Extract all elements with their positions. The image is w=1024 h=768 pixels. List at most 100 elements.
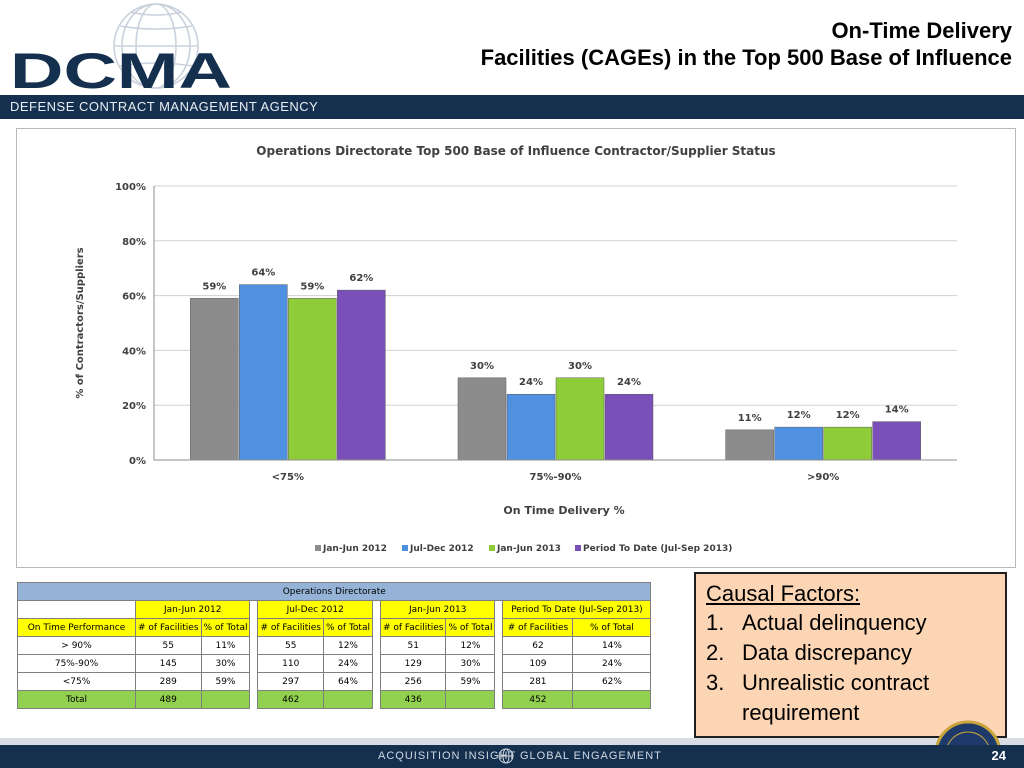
cell — [572, 690, 652, 709]
cell: 51 — [379, 636, 447, 655]
col-pct: % of Total — [572, 618, 652, 637]
causal-list: 1. Actual delinquency 2. Data discrepanc… — [706, 608, 995, 728]
cell: 489 — [135, 690, 202, 709]
y-tick-label: 20% — [122, 401, 146, 412]
legend-label: Period To Date (Jul-Sep 2013) — [583, 544, 732, 554]
cell: 436 — [379, 690, 447, 709]
data-label: 30% — [568, 361, 592, 372]
legend-swatch — [315, 545, 321, 551]
row-label: Total — [17, 690, 136, 709]
cell: 289 — [135, 672, 202, 691]
x-tick-label: <75% — [272, 472, 304, 483]
legend-swatch — [402, 545, 408, 551]
cell: 145 — [135, 654, 202, 673]
gap-cell — [249, 654, 259, 673]
data-label: 14% — [885, 405, 909, 416]
cell: 64% — [323, 672, 373, 691]
gap-cell — [371, 690, 381, 709]
list-text: Actual delinquency — [742, 610, 927, 635]
chart-bar — [604, 393, 654, 461]
data-label: 12% — [787, 410, 811, 421]
cell: 462 — [257, 690, 324, 709]
footer-right-text: GLOBAL ENGAGEMENT — [520, 750, 662, 762]
cell — [200, 690, 251, 709]
col-pct: % of Total — [323, 618, 373, 637]
slide-title: On-Time Delivery Facilities (CAGEs) in t… — [481, 18, 1012, 72]
y-axis-label: % of Contractors/Suppliers — [75, 247, 86, 398]
y-tick-label: 100% — [115, 182, 146, 193]
col-facilities: # of Facilities — [257, 618, 324, 637]
gap-cell — [249, 600, 259, 619]
gap-cell — [371, 672, 381, 691]
chart-title: Operations Directorate Top 500 Base of I… — [256, 144, 775, 158]
legend-swatch — [575, 545, 581, 551]
cell: 452 — [502, 690, 574, 709]
agency-name: DEFENSE CONTRACT MANAGEMENT AGENCY — [10, 99, 319, 114]
cell: 62% — [572, 672, 652, 691]
row-header-label: On Time Performance — [17, 618, 136, 637]
footer-strip — [0, 738, 1024, 746]
col-pct: % of Total — [200, 618, 251, 637]
cell: 256 — [379, 672, 447, 691]
gap-cell — [371, 654, 381, 673]
table-row: > 90% 55 11% 55 12% 51 12% 62 14% — [17, 636, 652, 655]
list-number: 3. — [706, 670, 725, 695]
cell: 297 — [257, 672, 324, 691]
row-label: <75% — [17, 672, 136, 691]
y-tick-label: 60% — [122, 292, 146, 303]
operations-directorate-table: Operations Directorate Jan-Jun 2012 Jul-… — [16, 582, 652, 709]
list-number: 1. — [706, 610, 725, 635]
legend-label: Jan-Jun 2013 — [496, 544, 561, 554]
col-facilities: # of Facilities — [135, 618, 202, 637]
cell: 14% — [572, 636, 652, 655]
causal-factors-box: Causal Factors: 1. Actual delinquency 2.… — [694, 572, 1007, 738]
row-label: > 90% — [17, 636, 136, 655]
col-facilities: # of Facilities — [502, 618, 574, 637]
col-facilities: # of Facilities — [379, 618, 447, 637]
data-label: 59% — [202, 281, 226, 292]
row-label: 75%-90% — [17, 654, 136, 673]
gap-cell — [249, 672, 259, 691]
gap-cell — [494, 672, 504, 691]
gap-cell — [494, 618, 504, 637]
cell: 11% — [200, 636, 251, 655]
gap-cell — [371, 618, 381, 637]
title-line-1: On-Time Delivery — [831, 18, 1012, 43]
list-text: Unrealistic contract requirement — [742, 670, 930, 725]
gap-cell — [494, 600, 504, 619]
data-label: 24% — [617, 377, 641, 388]
gap-cell — [249, 636, 259, 655]
chart-bar — [457, 377, 507, 461]
y-tick-label: 80% — [122, 237, 146, 248]
x-tick-label: >90% — [807, 472, 839, 483]
blank-cell — [17, 600, 136, 619]
gap-cell — [494, 636, 504, 655]
data-label: 59% — [300, 281, 324, 292]
bar-chart: Operations Directorate Top 500 Base of I… — [75, 144, 957, 554]
y-tick-label: 40% — [122, 346, 146, 357]
gap-cell — [494, 654, 504, 673]
legend-label: Jul-Dec 2012 — [409, 544, 474, 554]
cell: 30% — [445, 654, 496, 673]
cell: 24% — [572, 654, 652, 673]
logo-text: DCMA — [10, 43, 232, 94]
cell: 59% — [445, 672, 496, 691]
cell: 55 — [257, 636, 324, 655]
chart-bar — [288, 298, 337, 461]
page-number: 24 — [991, 748, 1006, 763]
causal-title: Causal Factors: — [706, 581, 861, 606]
data-label: 24% — [519, 377, 543, 388]
cell: 110 — [257, 654, 324, 673]
data-label: 30% — [470, 361, 494, 372]
period-header: Jan-Jun 2013 — [379, 600, 496, 619]
cell: 24% — [323, 654, 373, 673]
cell: 30% — [200, 654, 251, 673]
cell: 62 — [502, 636, 574, 655]
col-pct: % of Total — [445, 618, 496, 637]
list-item: 1. Actual delinquency — [706, 608, 995, 638]
legend-swatch — [489, 545, 495, 551]
cell: 12% — [445, 636, 496, 655]
chart-bar — [725, 429, 774, 461]
list-number: 2. — [706, 640, 725, 665]
gap-cell — [494, 690, 504, 709]
